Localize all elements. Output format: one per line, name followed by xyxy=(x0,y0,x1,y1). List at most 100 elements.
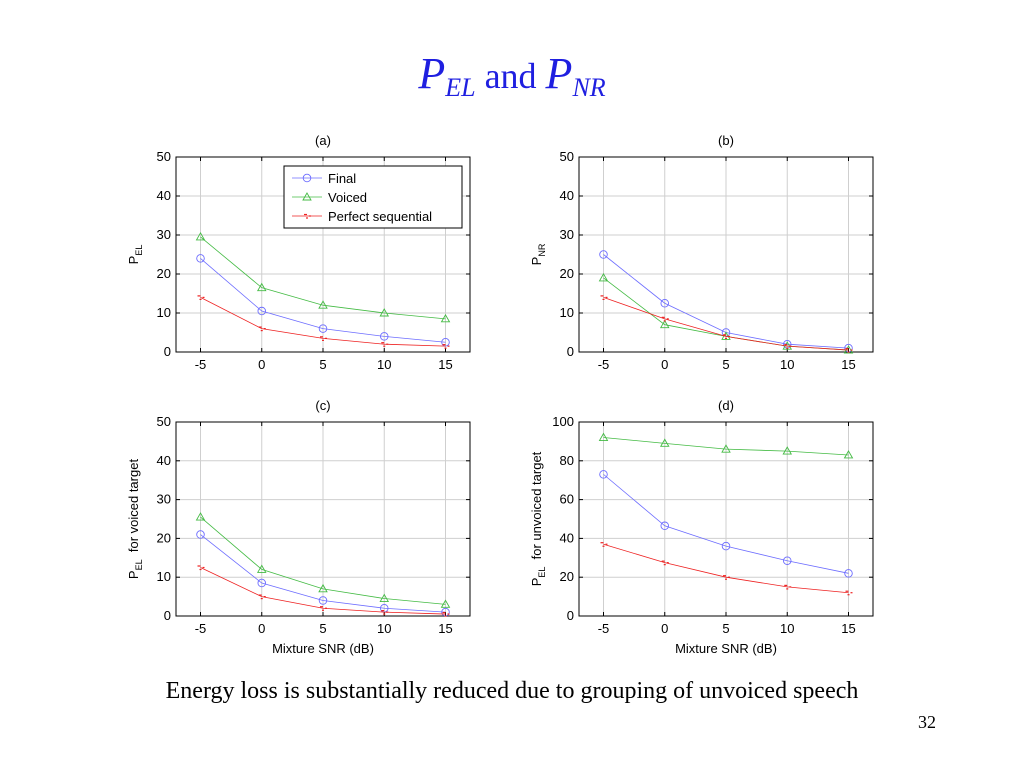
data-point-voiced xyxy=(598,272,609,282)
slide-caption: Energy loss is substantially reduced due… xyxy=(165,678,859,704)
y-axis-label-rest: for unvoiced target xyxy=(529,451,544,566)
y-axis-label: PEL for unvoiced target xyxy=(529,451,547,586)
data-point-perfect-sequential xyxy=(661,316,669,322)
series-line-perfect-sequential xyxy=(200,567,446,615)
data-point-final xyxy=(660,521,670,531)
data-point-perfect-sequential xyxy=(258,326,266,332)
data-point-perfect-sequential xyxy=(845,347,853,353)
x-axis-label: Mixture SNR (dB) xyxy=(675,641,777,656)
x-tick-label: 5 xyxy=(319,357,326,372)
y-axis-label-main: P xyxy=(529,257,544,266)
series-line-final xyxy=(200,534,446,613)
y-tick-label: 40 xyxy=(560,188,574,203)
data-point-perfect-sequential xyxy=(845,590,853,596)
y-tick-label: 10 xyxy=(560,305,574,320)
y-tick-label: 40 xyxy=(157,188,171,203)
x-tick-label: -5 xyxy=(598,621,610,636)
x-tick-label: 10 xyxy=(377,357,391,372)
data-point-final xyxy=(783,556,792,565)
series-line-voiced xyxy=(603,437,849,456)
x-tick-label: 5 xyxy=(722,621,729,636)
data-point-final xyxy=(196,530,205,539)
legend-marker-perfect-sequential xyxy=(304,213,311,219)
x-tick-label: 15 xyxy=(438,621,452,636)
x-tick-label: 0 xyxy=(258,621,265,636)
series-line-perfect-sequential xyxy=(603,543,849,594)
series-line-perfect-sequential xyxy=(200,297,446,347)
y-tick-label: 20 xyxy=(560,569,574,584)
x-tick-label: 5 xyxy=(722,357,729,372)
y-axis-label-main: P xyxy=(126,256,141,265)
y-axis-label-subscript: EL xyxy=(537,567,547,578)
data-point-voiced xyxy=(379,593,390,602)
y-tick-label: 0 xyxy=(164,344,171,359)
y-tick-label: 40 xyxy=(560,530,574,545)
data-point-final xyxy=(196,254,205,263)
data-point-final xyxy=(660,299,670,308)
title-p-nr: P xyxy=(545,49,573,98)
data-point-voiced xyxy=(195,512,206,521)
data-point-perfect-sequential xyxy=(258,594,266,600)
legend-label-perfect-sequential: Perfect sequential xyxy=(328,209,432,224)
data-point-final xyxy=(721,541,731,551)
y-tick-label: 10 xyxy=(157,569,171,584)
y-tick-label: 10 xyxy=(157,305,171,320)
x-tick-label: -5 xyxy=(195,621,207,636)
y-tick-label: 0 xyxy=(164,608,171,623)
data-point-voiced xyxy=(195,232,206,241)
data-point-voiced xyxy=(440,599,451,608)
y-axis-label-main: P xyxy=(529,578,544,587)
y-tick-label: 60 xyxy=(560,492,574,507)
data-point-perfect-sequential xyxy=(661,560,669,566)
page-number: 32 xyxy=(918,712,936,732)
y-tick-label: 80 xyxy=(560,453,574,468)
series-line-voiced xyxy=(200,516,446,605)
series-line-final xyxy=(603,474,849,574)
y-tick-label: 30 xyxy=(157,492,171,507)
data-point-final xyxy=(599,250,608,259)
y-axis-label-subscript: NR xyxy=(537,243,547,256)
data-point-voiced xyxy=(379,308,390,317)
chart-panel-b: -5 0 5 10 15 0 10 20 30 40 50 (b) PNR xyxy=(529,133,874,372)
panel-title: (b) xyxy=(718,133,734,148)
data-point-perfect-sequential xyxy=(442,611,450,617)
x-tick-label: 10 xyxy=(377,621,391,636)
series-line-final xyxy=(200,258,446,343)
data-point-final xyxy=(599,470,608,479)
y-tick-label: 100 xyxy=(552,414,574,429)
y-tick-label: 20 xyxy=(157,266,171,281)
data-point-perfect-sequential xyxy=(600,542,608,547)
data-point-final xyxy=(318,324,328,333)
data-point-final xyxy=(257,306,267,316)
panel-title: (d) xyxy=(718,398,734,413)
legend-marker-final xyxy=(302,173,312,183)
x-tick-label: 10 xyxy=(780,621,794,636)
data-point-voiced xyxy=(256,282,267,292)
data-point-perfect-sequential xyxy=(197,295,205,300)
legend-label-voiced: Voiced xyxy=(328,190,367,205)
y-axis-label-rest: for voiced target xyxy=(126,459,141,560)
y-axis-label: PNR xyxy=(529,243,547,265)
y-tick-label: 30 xyxy=(157,227,171,242)
data-point-final xyxy=(844,569,853,578)
data-point-voiced xyxy=(318,300,328,309)
legend-label-final: Final xyxy=(328,171,356,186)
data-point-perfect-sequential xyxy=(784,344,792,349)
series-line-voiced xyxy=(200,236,446,320)
data-point-perfect-sequential xyxy=(197,565,205,571)
x-tick-label: 15 xyxy=(841,357,855,372)
data-point-perfect-sequential xyxy=(784,584,792,590)
title-p-nr-subscript: NR xyxy=(572,73,606,102)
y-tick-label: 0 xyxy=(567,344,574,359)
data-point-final xyxy=(380,332,389,341)
panel-title: (c) xyxy=(315,398,330,413)
y-tick-label: 20 xyxy=(157,530,171,545)
y-tick-label: 0 xyxy=(567,608,574,623)
slide-title: PEL and PNR xyxy=(0,52,1024,101)
data-point-voiced xyxy=(659,438,670,447)
chart-panel-c: -5 0 5 10 15 0 10 20 30 40 50 (c) Mixture SNR (dB) PE… xyxy=(126,398,471,656)
y-axis-label-subscript: EL xyxy=(134,245,144,256)
series-line-perfect-sequential xyxy=(603,297,849,351)
data-point-perfect-sequential xyxy=(381,342,389,347)
data-point-voiced xyxy=(782,446,793,455)
